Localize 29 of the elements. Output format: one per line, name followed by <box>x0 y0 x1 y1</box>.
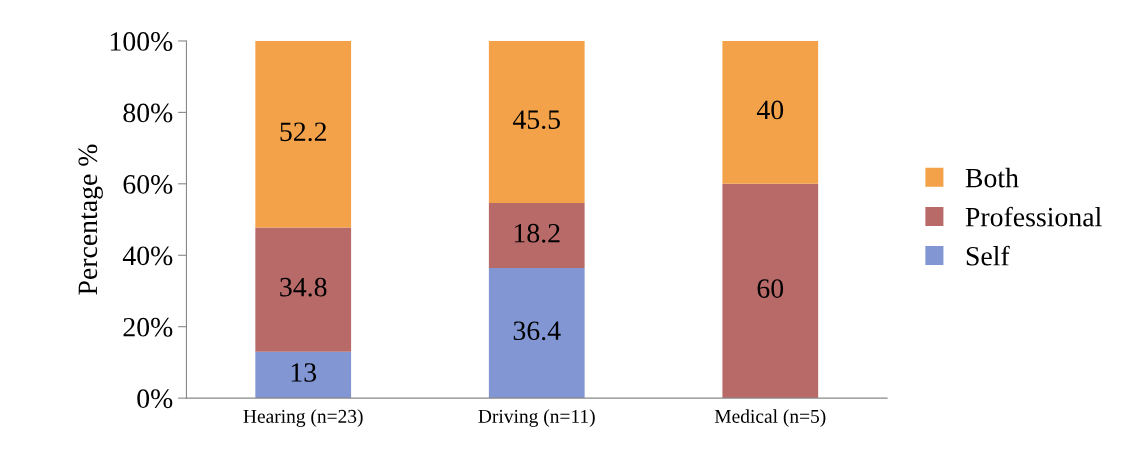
data-label: 40 <box>756 100 784 120</box>
y-tick-label: 0% <box>137 389 173 409</box>
bar <box>488 268 585 399</box>
bar <box>722 40 819 184</box>
y-tick-label: 80% <box>123 103 173 123</box>
bar <box>488 203 585 269</box>
data-label: 52.2 <box>280 122 326 142</box>
bar <box>255 227 352 352</box>
y-tick-label: 40% <box>122 246 173 266</box>
y-axis-title: Percentage % <box>78 144 103 295</box>
data-label: 60 <box>757 279 784 298</box>
legend-label: Professional <box>965 206 1102 227</box>
bar <box>488 40 585 204</box>
x-tick-label: Hearing (n=23) <box>243 409 363 427</box>
x-tick-label: Medical (n=5) <box>714 409 826 427</box>
data-label: 45.5 <box>512 110 560 130</box>
bar <box>255 351 352 399</box>
y-tick-label: 100% <box>110 32 173 51</box>
x-tick-label: Driving (n=11) <box>478 409 595 427</box>
data-label: 13 <box>291 363 317 382</box>
legend-label: Self <box>966 245 1010 266</box>
y-tick-label: 20% <box>123 317 173 337</box>
y-tick-label: 60% <box>123 174 173 194</box>
data-label: 34.8 <box>280 277 327 297</box>
bar <box>255 40 352 228</box>
data-label: 18.2 <box>514 223 560 243</box>
bar <box>722 183 819 399</box>
data-label: 36.4 <box>513 321 561 341</box>
legend-label: Both <box>965 167 1019 188</box>
